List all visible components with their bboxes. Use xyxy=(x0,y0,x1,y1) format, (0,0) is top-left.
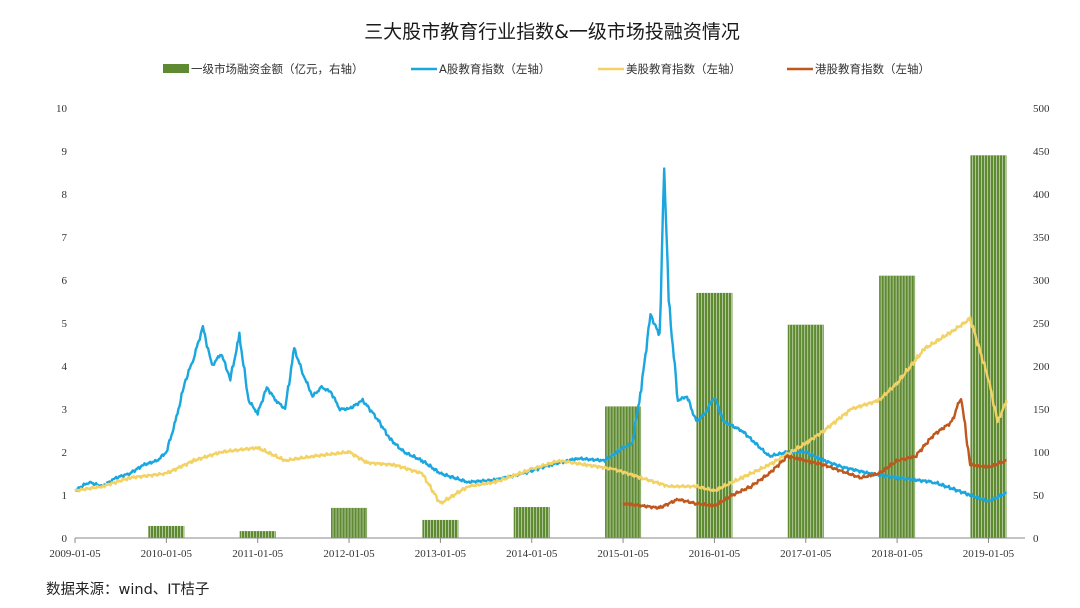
y-right-tick-label: 100 xyxy=(1033,447,1050,459)
x-tick-label: 2018-01-05 xyxy=(871,548,923,560)
series-line-0 xyxy=(74,167,1007,503)
y-left-tick-label: 3 xyxy=(62,404,68,416)
legend-item-1: A股教育指数（左轴） xyxy=(411,62,550,76)
y-right-ticks: 0 50 100 150 200 250 300 350 400 450 500 xyxy=(1033,103,1050,545)
bar-fill xyxy=(422,519,459,538)
bar-2011 xyxy=(239,531,276,538)
legend-label: 一级市场融资金额（亿元，右轴） xyxy=(191,62,364,76)
y-left-tick-label: 7 xyxy=(62,232,68,244)
bar-fill xyxy=(787,324,824,538)
series-line-1 xyxy=(74,316,1008,505)
legend-label: 美股教育指数（左轴） xyxy=(626,62,741,76)
x-tick-label: 2014-01-05 xyxy=(506,548,558,560)
legend-item-0: 一级市场融资金额（亿元，右轴） xyxy=(163,62,364,76)
legend-swatch xyxy=(163,64,189,73)
x-tick-label: 2012-01-05 xyxy=(323,548,375,560)
y-right-tick-label: 200 xyxy=(1033,361,1050,373)
y-right-tick-label: 300 xyxy=(1033,275,1050,287)
y-left-tick-label: 0 xyxy=(62,533,68,545)
y-left-tick-label: 5 xyxy=(62,318,68,330)
y-right-tick-label: 500 xyxy=(1033,103,1050,115)
y-left-tick-label: 1 xyxy=(62,490,68,502)
bar-2017 xyxy=(787,324,824,538)
bar-2014 xyxy=(513,507,550,538)
y-right-tick-label: 0 xyxy=(1033,533,1039,545)
bar-fill xyxy=(970,155,1007,539)
bar-fill xyxy=(148,525,185,538)
legend-item-2: 美股教育指数（左轴） xyxy=(598,62,741,76)
data-source: 数据来源：wind、IT桔子 xyxy=(46,582,210,598)
x-tick-label: 2010-01-05 xyxy=(141,548,193,560)
y-right-tick-label: 450 xyxy=(1033,146,1050,158)
y-left-tick-label: 8 xyxy=(62,189,68,201)
x-tick-label: 2013-01-05 xyxy=(415,548,467,560)
x-tick-label: 2016-01-05 xyxy=(689,548,741,560)
y-left-tick-label: 9 xyxy=(62,146,68,158)
x-tick-label: 2011-01-05 xyxy=(232,548,283,560)
bar-fill xyxy=(331,507,368,538)
y-right-tick-label: 150 xyxy=(1033,404,1050,416)
bar-fill xyxy=(513,507,550,538)
y-left-tick-label: 6 xyxy=(62,275,68,287)
bar-2013 xyxy=(422,519,459,538)
y-left-tick-label: 4 xyxy=(62,361,68,373)
bars-group xyxy=(148,155,1007,539)
x-ticks: 2009-01-05 2010-01-05 2011-01-05 2012-01-05… xyxy=(49,538,1015,560)
legend-label: A股教育指数（左轴） xyxy=(439,62,550,76)
y-right-tick-label: 250 xyxy=(1033,318,1050,330)
y-left-tick-label: 2 xyxy=(62,447,68,459)
x-tick-label: 2009-01-05 xyxy=(49,548,101,560)
bar-2010 xyxy=(148,525,185,538)
legend: 一级市场融资金额（亿元，右轴） A股教育指数（左轴） 美股教育指数（左轴） 港股教育指… xyxy=(163,62,930,76)
bar-2019 xyxy=(970,155,1007,539)
y-left-ticks: 0 1 2 3 4 5 6 7 8 9 10 xyxy=(56,103,68,545)
x-tick-label: 2017-01-05 xyxy=(780,548,832,560)
series-line-2 xyxy=(622,398,1007,510)
bar-fill xyxy=(239,531,276,538)
x-tick-label: 2015-01-05 xyxy=(597,548,649,560)
y-right-tick-label: 50 xyxy=(1033,490,1045,502)
bar-2018 xyxy=(879,275,916,538)
legend-label: 港股教育指数（左轴） xyxy=(815,62,930,76)
y-right-tick-label: 350 xyxy=(1033,232,1050,244)
y-right-tick-label: 400 xyxy=(1033,189,1050,201)
x-tick-label: 2019-01-05 xyxy=(963,548,1015,560)
lines-group xyxy=(74,167,1008,510)
y-left-tick-label: 10 xyxy=(56,103,68,115)
chart-title: 三大股市教育行业指数&一级市场投融资情况 xyxy=(364,21,740,43)
legend-item-3: 港股教育指数（左轴） xyxy=(787,62,930,76)
bar-2012 xyxy=(331,507,368,538)
bar-fill xyxy=(879,275,916,538)
